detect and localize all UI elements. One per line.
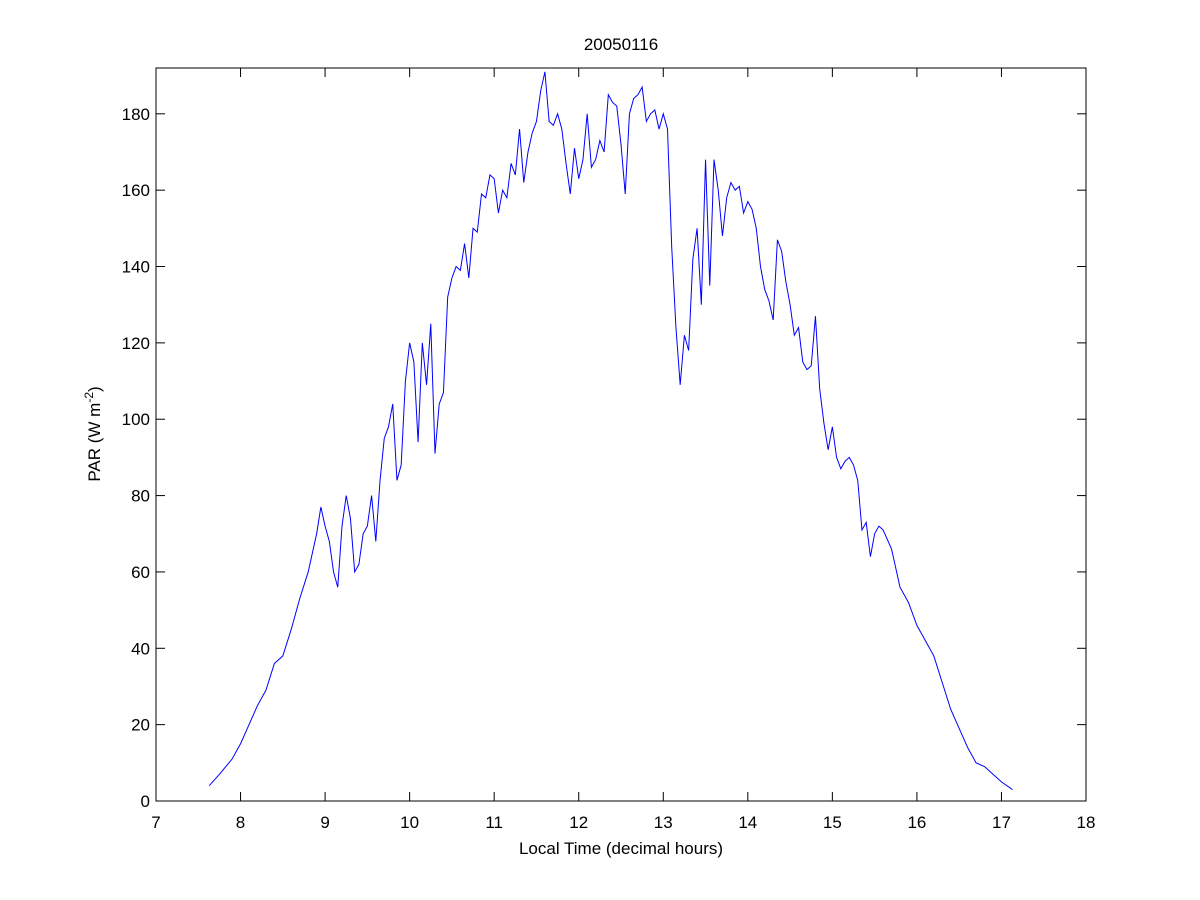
x-tick-label: 9 — [320, 813, 329, 832]
y-label-sup: -2 — [82, 392, 96, 403]
y-tick-label: 60 — [131, 563, 150, 582]
x-tick-label: 17 — [992, 813, 1011, 832]
x-tick-label: 7 — [151, 813, 160, 832]
x-tick-label: 10 — [400, 813, 419, 832]
x-tick-label: 18 — [1077, 813, 1096, 832]
x-tick-label: 15 — [823, 813, 842, 832]
x-tick-label: 14 — [738, 813, 757, 832]
data-line — [208, 71, 1013, 790]
y-tick-label: 80 — [131, 487, 150, 506]
plot-area — [156, 68, 1086, 801]
y-tick-label: 140 — [122, 258, 150, 277]
y-label-text: PAR (W m — [85, 403, 104, 482]
y-tick-label: 40 — [131, 639, 150, 658]
y-axis-label: PAR (W m-2) — [82, 386, 104, 481]
chart-title: 20050116 — [584, 35, 658, 54]
x-tick-label: 8 — [236, 813, 245, 832]
x-tick-label: 16 — [907, 813, 926, 832]
y-tick-label: 160 — [122, 181, 150, 200]
y-tick-label: 0 — [141, 792, 150, 811]
y-tick-label: 20 — [131, 716, 150, 735]
y-tick-label: 100 — [122, 410, 150, 429]
x-tick-label: 12 — [569, 813, 588, 832]
y-label-end: ) — [85, 386, 104, 392]
y-tick-label: 120 — [122, 334, 150, 353]
x-axis-label: Local Time (decimal hours) — [519, 839, 723, 858]
axes-box — [155, 67, 1087, 802]
y-tick-label: 180 — [122, 105, 150, 124]
x-tick-label: 13 — [654, 813, 673, 832]
x-tick-label: 11 — [485, 813, 503, 832]
